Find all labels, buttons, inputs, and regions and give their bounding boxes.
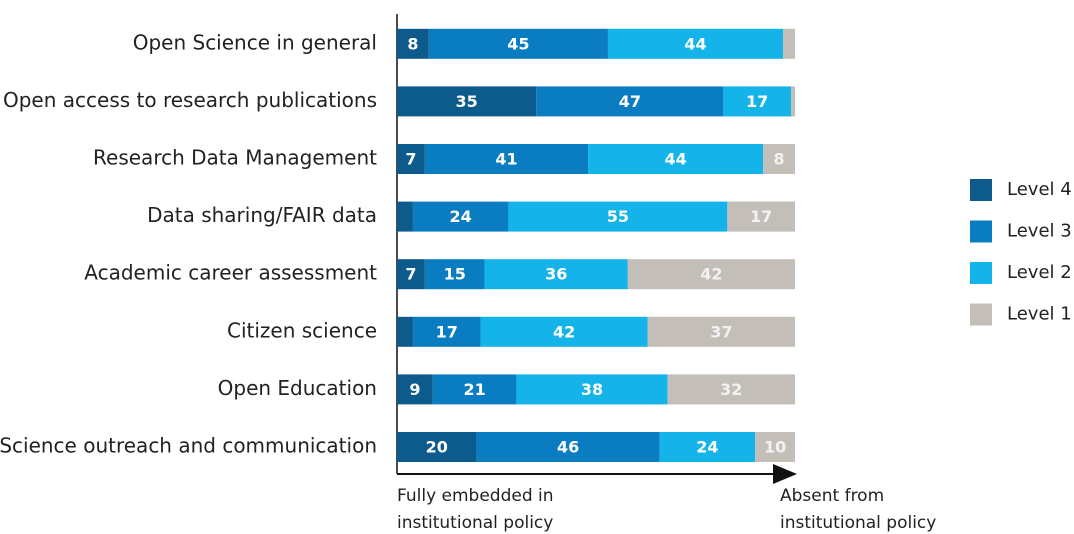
bar-segment [723, 86, 792, 117]
value-label: 20 [426, 438, 448, 457]
value-label: 45 [507, 34, 529, 53]
bar-segment [667, 374, 795, 405]
value-label: 46 [557, 438, 579, 457]
value-label: 7 [405, 150, 416, 169]
bar-segment [727, 201, 795, 232]
bar-segment [536, 86, 724, 117]
legend-swatch [970, 220, 992, 243]
value-label: 7 [405, 265, 416, 284]
annotation: Fully embedded in [397, 486, 554, 506]
bar-segment [763, 144, 795, 174]
value-label: 42 [553, 322, 575, 341]
value-label: 44 [684, 34, 706, 53]
bar-segment [428, 28, 608, 59]
bar-segment [659, 432, 756, 462]
bar-segment [397, 144, 425, 174]
annotation: institutional policy [780, 513, 936, 533]
bar-segment [397, 374, 433, 405]
bar-segment [397, 86, 537, 117]
value-label: 24 [696, 438, 718, 457]
value-label: 42 [700, 265, 722, 284]
value-label: 36 [545, 265, 567, 284]
bar-segment [397, 201, 413, 232]
category-label: Science outreach and communication [0, 434, 377, 458]
bar-segment [607, 28, 784, 59]
legend-swatch [970, 179, 992, 201]
bar-segment [424, 259, 485, 290]
bar-segment [627, 259, 795, 290]
bar-segment [588, 144, 764, 174]
value-label: 35 [456, 92, 478, 111]
value-label: 47 [619, 92, 641, 111]
category-label: Data sharing/FAIR data [147, 203, 377, 227]
value-label: 24 [450, 207, 472, 226]
category-label: Open access to research publications [3, 88, 377, 112]
bar-segment [484, 259, 628, 290]
value-label: 17 [436, 322, 458, 341]
value-label: 41 [495, 150, 517, 169]
value-label: 37 [710, 322, 732, 341]
value-label: 17 [750, 207, 772, 226]
legend-label: Level 4 [1007, 179, 1072, 200]
value-label: 38 [581, 380, 603, 399]
category-label: Citizen science [227, 318, 377, 342]
bar-segment [755, 432, 795, 462]
category-label: Open Science in general [133, 30, 377, 54]
bar-segment [397, 316, 413, 347]
bar-segment [508, 201, 728, 232]
annotation: institutional policy [397, 513, 553, 533]
value-label: 44 [664, 150, 686, 169]
bar-segment [397, 432, 477, 462]
value-label: 15 [444, 265, 466, 284]
bar-segment [476, 432, 660, 462]
value-label: 10 [764, 438, 786, 457]
bar-segment [480, 316, 648, 347]
bar-segment [647, 316, 795, 347]
value-label: 21 [463, 380, 485, 399]
value-label: 55 [607, 207, 629, 226]
bar-segment [397, 28, 429, 59]
bar-segment [412, 316, 481, 347]
value-label: 17 [746, 92, 768, 111]
bar-segment [791, 86, 795, 117]
annotation: Absent from [780, 486, 884, 506]
value-label: 32 [720, 380, 742, 399]
legend-label: Level 3 [1007, 221, 1072, 242]
legend-swatch [970, 303, 992, 326]
value-label: 8 [407, 34, 418, 53]
value-label: 8 [774, 150, 785, 169]
bar-segment [424, 144, 589, 174]
bar-segment [432, 374, 517, 405]
category-label: Open Education [218, 376, 377, 400]
category-label: Academic career assessment [84, 261, 377, 285]
bar-segment [412, 201, 509, 232]
bar-segment [783, 28, 795, 59]
legend-swatch [970, 262, 992, 284]
bar-segment [397, 259, 425, 290]
legend-label: Level 1 [1007, 304, 1072, 325]
bar-segment [516, 374, 668, 405]
value-label: 9 [409, 380, 420, 399]
category-label: Research Data Management [93, 146, 377, 170]
legend-label: Level 2 [1007, 262, 1072, 283]
